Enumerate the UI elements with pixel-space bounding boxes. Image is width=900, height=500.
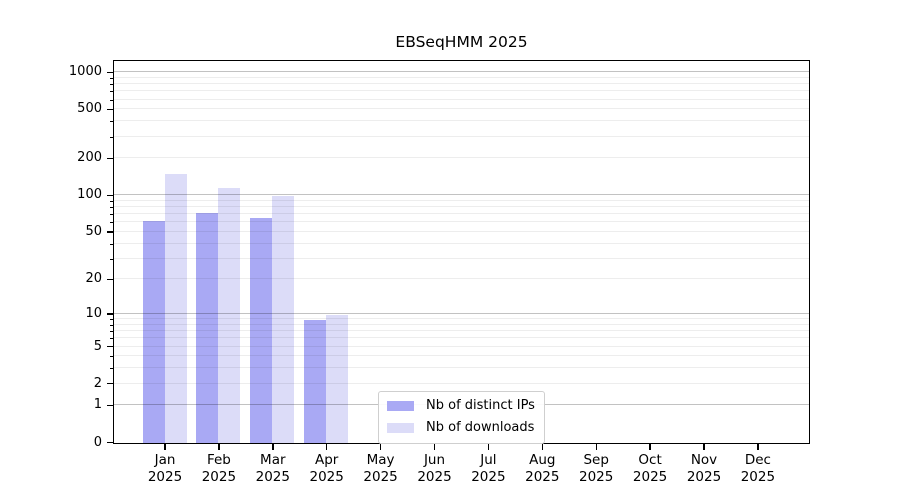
x-tick-mark-oct <box>649 444 651 450</box>
plot-area: Nb of distinct IPs Nb of downloads <box>113 60 810 444</box>
x-tick-label-nov: Nov 2025 <box>686 452 722 485</box>
x-tick-mark-jun <box>433 444 436 450</box>
legend-swatch-distinct-ips <box>387 401 414 411</box>
x-tick-label-oct: Oct 2025 <box>632 452 668 485</box>
bar-distinct-ips-apr <box>304 319 327 443</box>
x-tick-label-feb: Feb 2025 <box>201 452 237 485</box>
y-minor-tick-mark-600 <box>110 99 113 101</box>
y-minor-tick-mark-90 <box>110 200 113 202</box>
chart-title: EBSeqHMM 2025 <box>395 33 528 51</box>
x-tick-label-apr: Apr 2025 <box>309 452 344 485</box>
y-minor-tick-mark-400 <box>110 121 113 123</box>
y-tick-mark-1000 <box>107 71 113 74</box>
legend-item-distinct-ips: Nb of distinct IPs <box>387 398 535 414</box>
legend-label-downloads: Nb of downloads <box>426 420 535 435</box>
x-tick-label-may: May 2025 <box>363 452 398 485</box>
y-tick-label-2: 2 <box>93 375 102 391</box>
bars-layer <box>114 61 809 443</box>
x-tick-label-dec: Dec 2025 <box>740 452 776 485</box>
bar-distinct-ips-jan <box>142 221 165 443</box>
bar-distinct-ips-mar <box>250 217 273 443</box>
y-minor-tick-mark-60 <box>110 222 113 224</box>
y-tick-mark-1 <box>107 404 113 407</box>
bar-distinct-ips-feb <box>196 213 219 443</box>
x-tick-label-aug: Aug 2025 <box>525 452 560 485</box>
y-tick-label-500: 500 <box>77 101 102 117</box>
y-minor-tick-mark-900 <box>110 78 113 79</box>
y-tick-label-200: 200 <box>77 150 102 166</box>
bar-downloads-jan <box>164 173 187 443</box>
y-tick-label-10: 10 <box>85 306 102 321</box>
y-minor-tick-mark-4 <box>110 356 113 358</box>
x-tick-mark-nov <box>703 444 705 450</box>
x-tick-mark-mar <box>272 444 274 450</box>
y-minor-tick-mark-9 <box>110 319 113 321</box>
y-minor-tick-mark-3 <box>110 368 113 370</box>
y-minor-tick-mark-8 <box>110 324 113 326</box>
y-tick-mark-2 <box>107 382 113 385</box>
y-tick-mark-0 <box>107 441 113 444</box>
x-tick-mark-apr <box>325 444 328 450</box>
y-tick-mark-5 <box>107 345 113 348</box>
gridline-minor-900 <box>114 77 809 78</box>
x-tick-mark-may <box>379 444 382 450</box>
y-tick-mark-200 <box>107 157 113 160</box>
y-minor-tick-mark-7 <box>110 331 113 333</box>
legend: Nb of distinct IPs Nb of downloads <box>378 391 545 444</box>
y-tick-label-0: 0 <box>93 434 102 450</box>
x-tick-mark-feb <box>218 444 220 450</box>
y-tick-label-100: 100 <box>77 187 102 203</box>
y-minor-tick-mark-40 <box>110 243 113 245</box>
legend-swatch-downloads <box>387 423 414 433</box>
y-minor-tick-mark-700 <box>110 91 113 93</box>
legend-label-distinct-ips: Nb of distinct IPs <box>426 398 535 413</box>
y-minor-tick-mark-80 <box>110 207 113 208</box>
gridline-minor-500 <box>114 108 809 110</box>
y-tick-mark-500 <box>107 108 113 111</box>
y-tick-mark-10 <box>107 313 113 315</box>
x-tick-mark-sep <box>595 444 597 450</box>
y-tick-mark-20 <box>107 278 113 281</box>
y-tick-mark-100 <box>107 194 113 196</box>
y-minor-tick-mark-800 <box>110 84 113 86</box>
y-minor-tick-mark-30 <box>110 258 113 260</box>
gridline-minor-600 <box>114 98 809 100</box>
bar-downloads-feb <box>218 188 241 443</box>
gridline-minor-800 <box>114 83 809 85</box>
y-tick-label-1: 1 <box>93 397 102 413</box>
gridline-minor-700 <box>114 90 809 92</box>
x-tick-mark-dec <box>757 444 759 450</box>
x-tick-label-jul: Jul 2025 <box>471 452 506 485</box>
gridline-major-1000 <box>114 71 809 73</box>
gridline-minor-200 <box>114 157 809 159</box>
y-tick-label-1000: 1000 <box>68 64 102 80</box>
y-minor-tick-mark-70 <box>110 214 113 216</box>
x-tick-mark-aug <box>541 444 543 450</box>
x-tick-label-jun: Jun 2025 <box>417 452 452 485</box>
x-tick-mark-jan <box>164 444 166 450</box>
y-tick-mark-50 <box>107 231 113 233</box>
y-tick-label-20: 20 <box>85 271 102 287</box>
legend-item-downloads: Nb of downloads <box>387 420 535 436</box>
bar-downloads-apr <box>326 314 349 443</box>
x-tick-mark-jul <box>487 444 490 450</box>
y-tick-label-50: 50 <box>85 223 102 239</box>
x-tick-label-mar: Mar 2025 <box>255 452 290 485</box>
x-tick-label-jan: Jan 2025 <box>147 452 183 485</box>
y-tick-label-5: 5 <box>93 338 102 354</box>
gridline-minor-400 <box>114 120 809 122</box>
gridline-minor-300 <box>114 135 809 137</box>
y-minor-tick-mark-6 <box>110 338 113 340</box>
x-tick-label-sep: Sep 2025 <box>579 452 614 485</box>
y-minor-tick-mark-300 <box>110 136 113 138</box>
bar-downloads-mar <box>272 195 295 443</box>
